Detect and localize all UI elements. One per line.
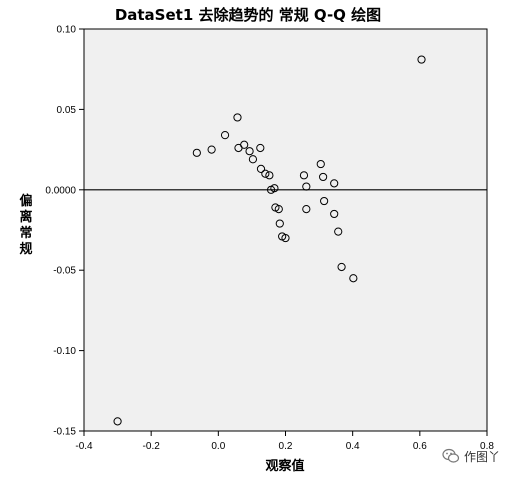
y-tick-label: 0.0000 bbox=[45, 185, 76, 196]
data-point bbox=[316, 159, 325, 169]
y-tick-label: 0.05 bbox=[57, 105, 77, 116]
data-point bbox=[319, 172, 328, 182]
y-axis-label-char: 常 bbox=[19, 225, 32, 241]
data-point bbox=[320, 196, 329, 206]
chart-title: DataSet1 去除趋势的 常规 Q-Q 绘图 bbox=[115, 6, 381, 24]
y-axis-label-char: 离 bbox=[19, 209, 32, 225]
data-point bbox=[256, 164, 266, 173]
data-point bbox=[192, 148, 201, 157]
data-point bbox=[220, 131, 230, 140]
x-tick-label: 0.8 bbox=[480, 441, 494, 452]
data-point bbox=[417, 55, 426, 64]
y-tick-label: -0.05 bbox=[53, 266, 76, 277]
plot-area bbox=[83, 28, 488, 432]
data-point bbox=[245, 147, 254, 156]
y-axis-label-char: 规 bbox=[19, 242, 32, 257]
data-point bbox=[233, 113, 242, 122]
data-point bbox=[256, 143, 265, 153]
data-point bbox=[302, 204, 311, 214]
data-point bbox=[275, 219, 284, 228]
x-tick-label: 0.4 bbox=[346, 441, 360, 452]
data-point bbox=[330, 209, 339, 219]
x-tick-label: -0.4 bbox=[75, 441, 93, 452]
x-tick-label: 0.0 bbox=[211, 441, 225, 452]
y-axis-ticks: 0.10 0.05 0.0000 -0.05 -0.10 -0.15 bbox=[45, 25, 84, 438]
data-point bbox=[349, 274, 358, 283]
watermark: 作图丫 bbox=[442, 447, 500, 465]
x-axis-label: 观察值 bbox=[265, 458, 304, 474]
data-points bbox=[113, 55, 426, 426]
data-point bbox=[302, 182, 311, 191]
x-axis-ticks: -0.4 -0.2 0.0 0.2 0.4 0.6 0.8 bbox=[75, 431, 494, 452]
data-point bbox=[281, 233, 290, 243]
data-point bbox=[334, 227, 343, 236]
y-axis-label-char: 偏 bbox=[19, 193, 32, 209]
x-tick-label: -0.2 bbox=[143, 441, 161, 452]
x-tick-label: 0.6 bbox=[413, 441, 427, 452]
data-point bbox=[337, 262, 346, 272]
y-tick-label: 0.10 bbox=[57, 25, 77, 36]
data-point bbox=[240, 140, 249, 149]
wechat-icon bbox=[442, 447, 460, 465]
data-point bbox=[299, 171, 309, 180]
data-point bbox=[248, 155, 258, 164]
data-point bbox=[270, 184, 279, 193]
data-point bbox=[207, 145, 216, 154]
y-tick-label: -0.15 bbox=[53, 427, 76, 438]
data-point bbox=[330, 179, 339, 188]
data-point bbox=[113, 417, 122, 426]
data-point bbox=[261, 169, 270, 178]
x-tick-label: 0.2 bbox=[279, 441, 293, 452]
data-point bbox=[274, 204, 283, 214]
data-point bbox=[265, 171, 274, 180]
y-tick-label: -0.10 bbox=[53, 346, 76, 357]
watermark-text: 作图丫 bbox=[463, 449, 500, 464]
